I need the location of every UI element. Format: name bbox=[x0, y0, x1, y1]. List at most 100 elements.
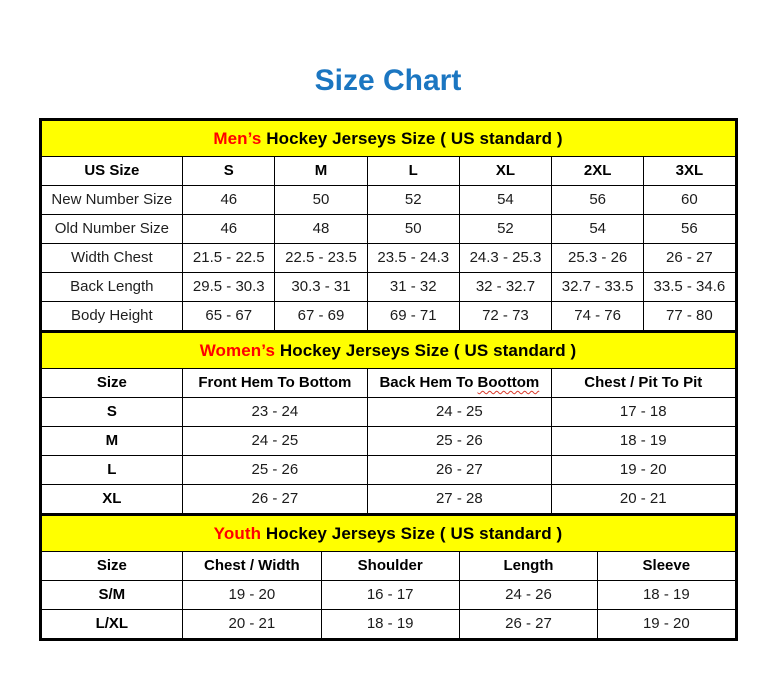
row-label: L bbox=[39, 454, 184, 485]
cell: 33.5 - 34.6 bbox=[643, 271, 737, 302]
mens-heading-rest: Hockey Jerseys Size ( US standard ) bbox=[261, 128, 563, 148]
table-row: M 24 - 25 25 - 26 18 - 19 bbox=[39, 425, 737, 456]
back-hem-misspelled-word: Boottom bbox=[477, 374, 540, 391]
cell: 18 - 19 bbox=[551, 425, 737, 456]
row-label: Body Height bbox=[39, 300, 184, 332]
table-row: New Number Size 46 50 52 54 56 60 bbox=[39, 184, 737, 215]
cell: 25 - 26 bbox=[366, 425, 553, 456]
youth-col-header-sleeve: Sleeve bbox=[597, 550, 737, 581]
youth-col-header-size: Size bbox=[39, 550, 184, 581]
mens-col-header-xl: XL bbox=[458, 155, 553, 186]
size-chart-sheet: Size Chart Men’s Hockey Jerseys Size ( U… bbox=[38, 0, 738, 641]
row-label: New Number Size bbox=[39, 184, 184, 215]
table-row: L 25 - 26 26 - 27 19 - 20 bbox=[39, 454, 737, 485]
cell: 26 - 27 bbox=[182, 483, 368, 515]
cell: 77 - 80 bbox=[643, 300, 737, 332]
row-label: S bbox=[39, 396, 184, 427]
mens-col-header-3xl: 3XL bbox=[643, 155, 737, 186]
cell: 23 - 24 bbox=[182, 396, 368, 427]
table-row: S/M 19 - 20 16 - 17 24 - 26 18 - 19 bbox=[39, 579, 737, 610]
cell: 29.5 - 30.3 bbox=[182, 271, 276, 302]
mens-heading-highlight: Men’s bbox=[213, 128, 262, 148]
womens-column-header-row: Size Front Hem To Bottom Back Hem To Boo… bbox=[39, 367, 737, 398]
womens-col-header-front-hem: Front Hem To Bottom bbox=[182, 367, 368, 398]
cell: 22.5 - 23.5 bbox=[274, 242, 368, 273]
cell: 19 - 20 bbox=[551, 454, 737, 485]
youth-col-header-chest-width: Chest / Width bbox=[182, 550, 322, 581]
table-row: Back Length 29.5 - 30.3 30.3 - 31 31 - 3… bbox=[39, 271, 737, 302]
cell: 26 - 27 bbox=[458, 608, 599, 640]
youth-col-header-length: Length bbox=[458, 550, 599, 581]
page-title: Size Chart bbox=[314, 64, 462, 97]
cell: 31 - 32 bbox=[366, 271, 460, 302]
mens-column-header-row: US Size S M L XL 2XL 3XL bbox=[39, 155, 737, 186]
cell: 19 - 20 bbox=[182, 579, 322, 610]
cell: 52 bbox=[366, 184, 460, 215]
table-row: Old Number Size 46 48 50 52 54 56 bbox=[39, 213, 737, 244]
youth-size-table: Youth Hockey Jerseys Size ( US standard … bbox=[38, 512, 738, 641]
cell: 65 - 67 bbox=[182, 300, 276, 332]
row-label: XL bbox=[39, 483, 184, 515]
cell: 60 bbox=[643, 184, 737, 215]
youth-section-header: Youth Hockey Jerseys Size ( US standard … bbox=[39, 513, 737, 552]
cell: 74 - 76 bbox=[551, 300, 645, 332]
cell: 20 - 21 bbox=[182, 608, 322, 640]
cell: 32.7 - 33.5 bbox=[551, 271, 645, 302]
table-row: Width Chest 21.5 - 22.5 22.5 - 23.5 23.5… bbox=[39, 242, 737, 273]
row-label: Back Length bbox=[39, 271, 184, 302]
cell: 69 - 71 bbox=[366, 300, 460, 332]
womens-heading-rest: Hockey Jerseys Size ( US standard ) bbox=[275, 340, 577, 360]
youth-heading-rest: Hockey Jerseys Size ( US standard ) bbox=[261, 523, 563, 543]
cell: 50 bbox=[274, 184, 368, 215]
cell: 30.3 - 31 bbox=[274, 271, 368, 302]
mens-section-header: Men’s Hockey Jerseys Size ( US standard … bbox=[39, 118, 737, 157]
womens-heading-highlight: Women’s bbox=[199, 340, 276, 360]
cell: 24 - 25 bbox=[182, 425, 368, 456]
cell: 52 bbox=[458, 213, 553, 244]
cell: 24 - 25 bbox=[366, 396, 553, 427]
cell: 18 - 19 bbox=[597, 579, 737, 610]
cell: 56 bbox=[643, 213, 737, 244]
row-label: S/M bbox=[39, 579, 184, 610]
cell: 26 - 27 bbox=[643, 242, 737, 273]
row-label: L/XL bbox=[39, 608, 184, 640]
youth-col-header-shoulder: Shoulder bbox=[320, 550, 460, 581]
womens-col-header-chest: Chest / Pit To Pit bbox=[551, 367, 737, 398]
cell: 46 bbox=[182, 213, 276, 244]
back-hem-prefix: Back Hem To bbox=[379, 374, 478, 391]
cell: 24 - 26 bbox=[458, 579, 599, 610]
cell: 25.3 - 26 bbox=[551, 242, 645, 273]
womens-size-table: Women’s Hockey Jerseys Size ( US standar… bbox=[38, 329, 738, 516]
cell: 46 bbox=[182, 184, 276, 215]
womens-section-header: Women’s Hockey Jerseys Size ( US standar… bbox=[39, 330, 737, 369]
youth-heading-highlight: Youth bbox=[213, 523, 262, 543]
cell: 32 - 32.7 bbox=[458, 271, 553, 302]
mens-size-table: Men’s Hockey Jerseys Size ( US standard … bbox=[38, 117, 738, 333]
cell: 19 - 20 bbox=[597, 608, 737, 640]
cell: 16 - 17 bbox=[320, 579, 460, 610]
mens-col-header-2xl: 2XL bbox=[551, 155, 645, 186]
cell: 67 - 69 bbox=[274, 300, 368, 332]
table-row: Body Height 65 - 67 67 - 69 69 - 71 72 -… bbox=[39, 300, 737, 332]
row-label: M bbox=[39, 425, 184, 456]
cell: 20 - 21 bbox=[551, 483, 737, 515]
cell: 48 bbox=[274, 213, 368, 244]
cell: 56 bbox=[551, 184, 645, 215]
table-row: L/XL 20 - 21 18 - 19 26 - 27 19 - 20 bbox=[39, 608, 737, 640]
cell: 50 bbox=[366, 213, 460, 244]
womens-section-band: Women’s Hockey Jerseys Size ( US standar… bbox=[39, 330, 737, 369]
cell: 54 bbox=[458, 184, 553, 215]
mens-section-band: Men’s Hockey Jerseys Size ( US standard … bbox=[39, 118, 737, 157]
table-row: XL 26 - 27 27 - 28 20 - 21 bbox=[39, 483, 737, 515]
row-label: Old Number Size bbox=[39, 213, 184, 244]
mens-col-header-us-size: US Size bbox=[39, 155, 184, 186]
cell: 17 - 18 bbox=[551, 396, 737, 427]
womens-col-header-back-hem: Back Hem To Boottom bbox=[366, 367, 553, 398]
mens-col-header-m: M bbox=[274, 155, 368, 186]
cell: 23.5 - 24.3 bbox=[366, 242, 460, 273]
youth-column-header-row: Size Chest / Width Shoulder Length Sleev… bbox=[39, 550, 737, 581]
cell: 25 - 26 bbox=[182, 454, 368, 485]
womens-col-header-size: Size bbox=[39, 367, 184, 398]
youth-section-band: Youth Hockey Jerseys Size ( US standard … bbox=[39, 513, 737, 552]
cell: 21.5 - 22.5 bbox=[182, 242, 276, 273]
